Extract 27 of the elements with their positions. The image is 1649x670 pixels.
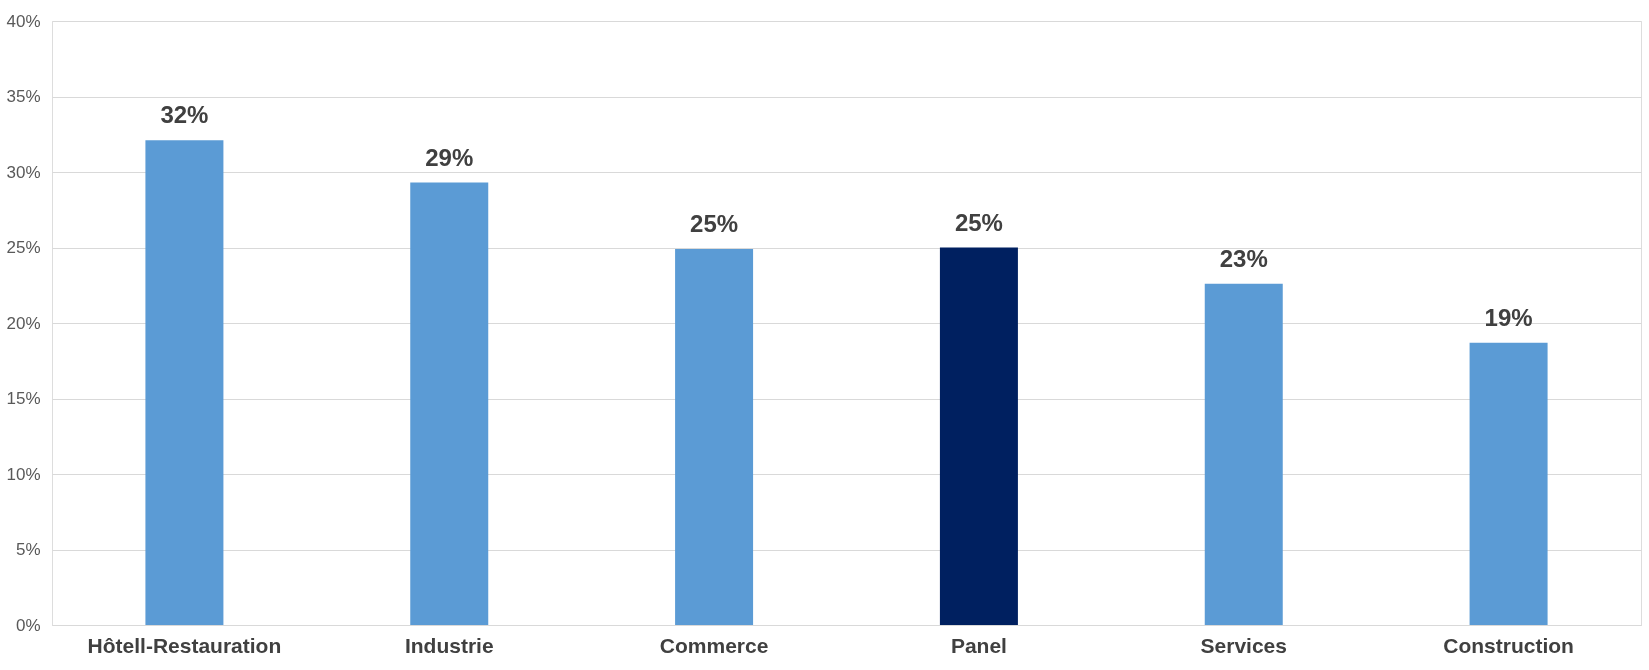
y-tick-label: 40% xyxy=(6,11,41,31)
y-tick-label: 10% xyxy=(6,464,41,484)
bar xyxy=(939,247,1018,625)
y-tick-label: 0% xyxy=(15,615,41,635)
bar xyxy=(675,249,754,625)
y-tick-label: 15% xyxy=(6,389,41,408)
y-tick-label: 30% xyxy=(6,162,41,182)
y-tick-label: 20% xyxy=(6,313,41,333)
x-tick-label: Services xyxy=(1200,633,1287,657)
y-tick-label: 35% xyxy=(6,87,41,106)
y-tick-label: 5% xyxy=(15,540,41,559)
x-tick-label: Industrie xyxy=(404,633,494,657)
x-tick-label: Hôtell-Restauration xyxy=(87,633,282,657)
data-label: 25% xyxy=(954,208,1003,236)
bar xyxy=(1469,342,1548,625)
data-label: 32% xyxy=(160,101,209,129)
bar xyxy=(145,140,224,625)
x-tick-label: Construction xyxy=(1443,633,1574,657)
data-label: 19% xyxy=(1484,303,1533,331)
bar xyxy=(410,182,489,625)
y-tick-label: 25% xyxy=(6,238,41,257)
x-tick-label: Panel xyxy=(950,633,1007,657)
data-label: 23% xyxy=(1219,244,1268,272)
data-label: 25% xyxy=(690,210,739,238)
bar xyxy=(1204,283,1283,625)
data-label: 29% xyxy=(425,143,474,171)
x-tick-label: Commerce xyxy=(659,633,769,657)
